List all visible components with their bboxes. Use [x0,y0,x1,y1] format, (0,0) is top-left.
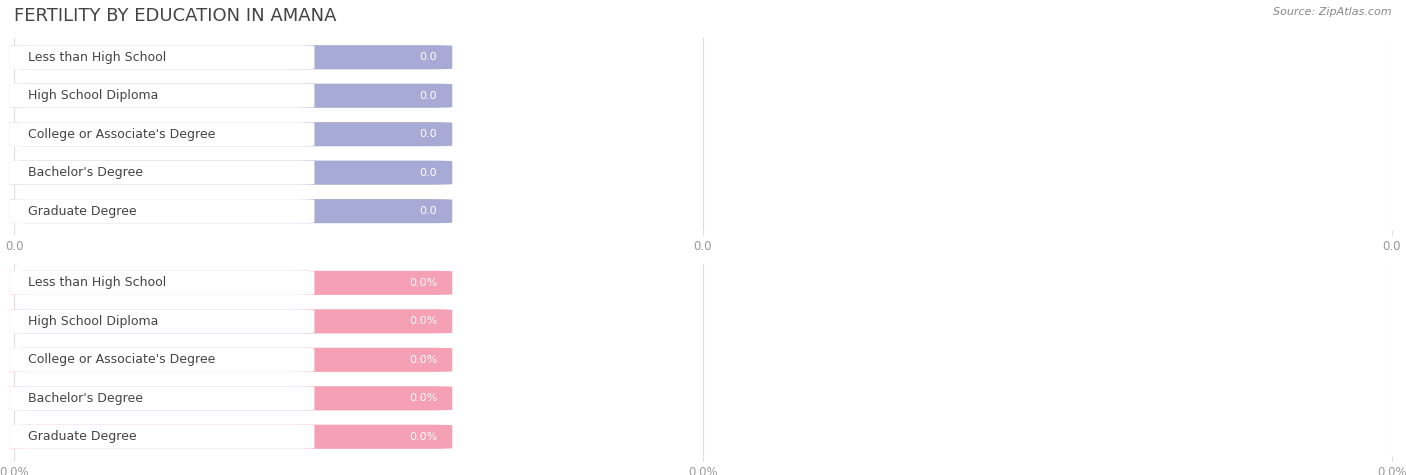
Text: Graduate Degree: Graduate Degree [28,430,136,443]
FancyBboxPatch shape [10,348,315,372]
FancyBboxPatch shape [10,199,315,223]
FancyBboxPatch shape [10,45,453,69]
Text: 0.0%: 0.0% [409,278,437,288]
Text: 0.0: 0.0 [419,206,437,216]
FancyBboxPatch shape [10,271,453,295]
FancyBboxPatch shape [10,161,315,185]
FancyBboxPatch shape [10,84,453,108]
Text: 0.0: 0.0 [419,91,437,101]
FancyBboxPatch shape [10,84,315,108]
FancyBboxPatch shape [10,122,453,146]
Text: Less than High School: Less than High School [28,51,166,64]
FancyBboxPatch shape [10,386,453,410]
FancyBboxPatch shape [10,386,315,410]
Text: 0.0%: 0.0% [409,316,437,326]
Text: Graduate Degree: Graduate Degree [28,205,136,218]
Text: Source: ZipAtlas.com: Source: ZipAtlas.com [1274,7,1392,17]
FancyBboxPatch shape [10,425,453,449]
FancyBboxPatch shape [10,425,453,449]
FancyBboxPatch shape [10,45,315,69]
FancyBboxPatch shape [10,386,453,410]
FancyBboxPatch shape [10,271,453,295]
Text: Bachelor's Degree: Bachelor's Degree [28,166,143,179]
FancyBboxPatch shape [10,348,453,372]
FancyBboxPatch shape [10,309,453,333]
Text: 0.0: 0.0 [419,168,437,178]
Text: College or Associate's Degree: College or Associate's Degree [28,128,215,141]
FancyBboxPatch shape [10,84,453,108]
Text: 0.0%: 0.0% [409,355,437,365]
Text: College or Associate's Degree: College or Associate's Degree [28,353,215,366]
Text: 0.0%: 0.0% [409,393,437,403]
Text: High School Diploma: High School Diploma [28,89,159,102]
FancyBboxPatch shape [10,122,453,146]
Text: Bachelor's Degree: Bachelor's Degree [28,392,143,405]
Text: Less than High School: Less than High School [28,276,166,289]
FancyBboxPatch shape [10,161,453,185]
FancyBboxPatch shape [10,199,453,223]
Text: High School Diploma: High School Diploma [28,315,159,328]
Text: 0.0: 0.0 [419,52,437,62]
FancyBboxPatch shape [10,425,315,449]
Text: FERTILITY BY EDUCATION IN AMANA: FERTILITY BY EDUCATION IN AMANA [14,7,336,25]
Text: 0.0: 0.0 [419,129,437,139]
FancyBboxPatch shape [10,45,453,69]
FancyBboxPatch shape [10,271,315,295]
FancyBboxPatch shape [10,309,453,333]
FancyBboxPatch shape [10,122,315,146]
Text: 0.0%: 0.0% [409,432,437,442]
FancyBboxPatch shape [10,161,453,185]
FancyBboxPatch shape [10,348,453,372]
FancyBboxPatch shape [10,199,453,223]
FancyBboxPatch shape [10,309,315,333]
